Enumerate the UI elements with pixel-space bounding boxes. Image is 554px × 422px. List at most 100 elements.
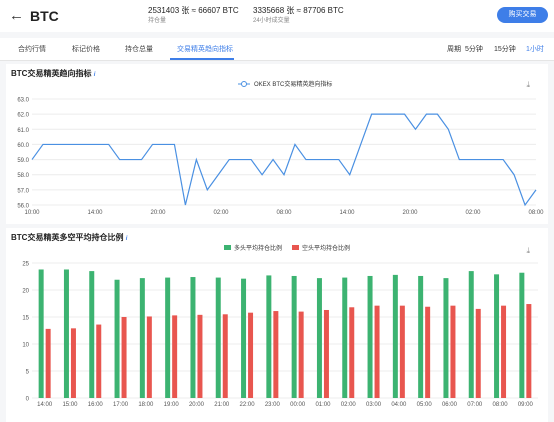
short-bar bbox=[273, 311, 279, 398]
x-tick-label: 02:00 bbox=[213, 210, 229, 216]
long-bar bbox=[316, 278, 322, 398]
x-tick-label: 14:00 bbox=[37, 402, 53, 408]
y-tick-label: 61.0 bbox=[17, 128, 29, 134]
x-tick-label: 00:00 bbox=[290, 402, 306, 408]
x-tick-label: 08:00 bbox=[493, 402, 509, 408]
short-bar bbox=[70, 328, 76, 398]
x-tick-label: 20:00 bbox=[150, 210, 166, 216]
long-bar bbox=[494, 274, 500, 398]
x-tick-label: 16:00 bbox=[88, 402, 104, 408]
x-tick-label: 06:00 bbox=[442, 402, 458, 408]
legend-long-label: 多头平均持仓比例 bbox=[234, 244, 282, 252]
short-bar bbox=[323, 309, 329, 398]
long-bar bbox=[468, 271, 474, 398]
info-icon[interactable]: i bbox=[93, 72, 96, 78]
long-bar bbox=[367, 275, 373, 398]
active-tab-indicator bbox=[170, 58, 234, 60]
long-bar bbox=[114, 279, 120, 398]
info-icon[interactable]: i bbox=[125, 236, 128, 242]
x-tick-label: 23:00 bbox=[265, 402, 281, 408]
period-5m[interactable]: 5分钟 bbox=[465, 46, 483, 53]
short-bar bbox=[45, 328, 51, 398]
y-tick-label: 20 bbox=[22, 289, 29, 295]
volume-label: 24小时成交量 bbox=[253, 18, 290, 24]
long-bar bbox=[38, 269, 44, 398]
short-bar bbox=[121, 317, 127, 398]
short-bar bbox=[475, 308, 481, 398]
x-tick-label: 14:00 bbox=[87, 210, 103, 216]
long-bar bbox=[165, 277, 171, 398]
legend-short-swatch bbox=[292, 245, 299, 250]
ratio-chart-title: BTC交易精英多空平均持仓比例 i bbox=[11, 232, 127, 243]
short-bar bbox=[222, 314, 228, 398]
tab-bar: 合约行情 标记价格 持仓总量 交易精英趋向指标 周期 5分钟 15分钟 1小时 bbox=[0, 38, 554, 61]
y-tick-label: 63.0 bbox=[17, 98, 29, 104]
tab-mark-price[interactable]: 标记价格 bbox=[72, 46, 100, 53]
x-tick-label: 19:00 bbox=[164, 402, 180, 408]
period-15m[interactable]: 15分钟 bbox=[494, 46, 516, 53]
short-bar bbox=[146, 316, 152, 398]
download-icon[interactable]: ⤓ bbox=[526, 246, 530, 255]
legend-label: OKEX BTC交易精英趋向指标 bbox=[254, 80, 332, 88]
y-tick-label: 56.0 bbox=[17, 204, 29, 210]
trend-line-chart: 56.0 57.0 58.0 59.0 60.0 61.0 62.0 63.0 10:00 14:… bbox=[17, 80, 544, 216]
long-bar bbox=[241, 278, 247, 398]
y-tick-label: 60.0 bbox=[17, 143, 29, 149]
short-bar bbox=[248, 312, 254, 398]
long-bar bbox=[392, 274, 398, 398]
tab-contract-market[interactable]: 合约行情 bbox=[18, 46, 46, 53]
x-tick-label: 02:00 bbox=[465, 210, 481, 216]
x-tick-label: 22:00 bbox=[240, 402, 256, 408]
long-bar bbox=[418, 275, 424, 398]
x-tick-label: 08:00 bbox=[276, 210, 292, 216]
tab-open-interest[interactable]: 持仓总量 bbox=[125, 46, 153, 53]
tab-elite-trend[interactable]: 交易精英趋向指标 bbox=[177, 46, 233, 53]
x-tick-label: 09:00 bbox=[518, 402, 534, 408]
trend-chart-title: BTC交易精英趋向指标 i bbox=[11, 68, 95, 79]
x-tick-label: 17:00 bbox=[113, 402, 129, 408]
long-bar bbox=[139, 278, 145, 398]
y-tick-label: 5 bbox=[26, 370, 30, 376]
legend-long-swatch bbox=[224, 245, 231, 250]
short-bar bbox=[526, 304, 532, 398]
short-bar bbox=[425, 306, 431, 398]
buy-trade-button[interactable]: 购买交易 bbox=[497, 7, 548, 23]
x-tick-label: 21:00 bbox=[214, 402, 230, 408]
volume-value: 3335668 张 ≈ 87706 BTC bbox=[253, 6, 344, 15]
legend-marker bbox=[241, 81, 247, 87]
series-line bbox=[31, 113, 537, 207]
short-bar bbox=[197, 314, 203, 398]
period-1h[interactable]: 1小时 bbox=[526, 46, 544, 53]
long-bar bbox=[190, 277, 196, 398]
x-tick-label: 04:00 bbox=[391, 402, 407, 408]
x-tick-label: 08:00 bbox=[528, 210, 544, 216]
long-bar bbox=[342, 277, 348, 398]
x-tick-label: 01:00 bbox=[315, 402, 331, 408]
x-tick-label: 14:00 bbox=[339, 210, 355, 216]
ratio-chart-title-text: BTC交易精英多空平均持仓比例 bbox=[11, 233, 124, 242]
x-tick-label: 20:00 bbox=[189, 402, 205, 408]
short-bar bbox=[399, 305, 405, 398]
download-icon[interactable]: ⤓ bbox=[526, 80, 530, 89]
long-bar bbox=[63, 269, 69, 398]
short-bar bbox=[501, 305, 507, 398]
short-bar bbox=[450, 305, 456, 398]
period-label: 周期 bbox=[447, 46, 461, 53]
top-bar: ← BTC 2531403 张 ≈ 66607 BTC 持仓量 3335668 … bbox=[0, 0, 554, 32]
short-bar bbox=[349, 307, 355, 398]
y-tick-label: 15 bbox=[22, 316, 29, 322]
y-tick-label: 10 bbox=[22, 343, 29, 349]
ratio-chart-panel: BTC交易精英多空平均持仓比例 i ⤓ 0 5 10 15 20 25 14:00 15:00… bbox=[6, 228, 548, 422]
page-title: BTC bbox=[30, 8, 59, 24]
x-tick-label: 10:00 bbox=[24, 210, 40, 216]
x-tick-label: 07:00 bbox=[467, 402, 483, 408]
x-tick-label: 03:00 bbox=[366, 402, 382, 408]
x-tick-label: 02:00 bbox=[341, 402, 357, 408]
trend-chart-panel: BTC交易精英趋向指标 i ⤓ 56.0 57.0 58.0 59.0 60.0 61.0… bbox=[6, 64, 548, 224]
back-arrow-icon[interactable]: ← bbox=[9, 7, 24, 24]
y-tick-label: 0 bbox=[26, 397, 30, 403]
x-tick-label: 18:00 bbox=[138, 402, 154, 408]
ratio-bar-chart: 0 5 10 15 20 25 14:00 15:00 16:00 17:00 18:00 19:00… bbox=[22, 244, 538, 408]
trend-chart-title-text: BTC交易精英趋向指标 bbox=[11, 69, 92, 78]
short-bar bbox=[96, 324, 102, 398]
